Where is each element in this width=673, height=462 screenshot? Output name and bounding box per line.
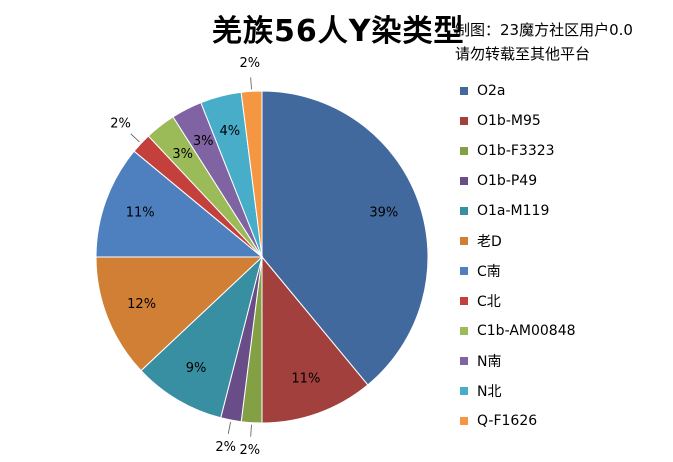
legend-item: C南 — [458, 256, 668, 286]
legend-swatch — [460, 357, 468, 365]
legend-label: 老D — [477, 234, 502, 250]
data-label: 3% — [172, 147, 193, 162]
legend-label: O1b-P49 — [477, 173, 538, 189]
data-label: 2% — [240, 56, 261, 71]
legend-item: O1b-P49 — [458, 166, 668, 196]
legend-item: N南 — [458, 346, 668, 376]
legend-swatch — [460, 147, 468, 155]
legend-label: O2a — [477, 83, 506, 99]
pie-slices — [95, 90, 429, 424]
credit-note: 制图：23魔方社区用户0.0 请勿转载至其他平台 — [455, 18, 633, 66]
data-label: 2% — [110, 117, 131, 132]
data-label: 2% — [240, 443, 261, 458]
data-label: 11% — [291, 371, 320, 386]
legend-swatch — [460, 87, 468, 95]
legend-item: O1b-F3323 — [458, 136, 668, 166]
pie-slice-q-f1626 — [240, 90, 263, 258]
legend-label: C南 — [477, 264, 501, 280]
legend-item: Q-F1626 — [458, 406, 668, 436]
legend-swatch — [460, 237, 468, 245]
legend-swatch — [460, 327, 468, 335]
legend-item: N北 — [458, 376, 668, 406]
leader-line — [250, 77, 252, 90]
leader-line — [227, 421, 231, 434]
legend-item: O2a — [458, 76, 668, 106]
credit-line-2: 请勿转载至其他平台 — [455, 45, 591, 63]
pie-slice-o2a — [261, 90, 429, 386]
legend-swatch — [460, 387, 468, 395]
legend-label: C北 — [477, 294, 501, 310]
leader-line — [130, 133, 140, 143]
legend-label: N南 — [477, 354, 502, 370]
data-label: 3% — [193, 134, 214, 149]
legend: O2a O1b-M95 O1b-F3323 O1b-P49 O1a-M119 老D C南 C北… — [458, 76, 668, 436]
pie-slice-d — [95, 256, 264, 372]
legend-label: O1a-M119 — [477, 203, 550, 219]
legend-label: C1b-AM00848 — [477, 323, 576, 339]
leader-line — [250, 424, 252, 437]
legend-item: O1b-M95 — [458, 106, 668, 136]
legend-label: N北 — [477, 384, 502, 400]
pie-slice-o1b-m95 — [261, 255, 369, 424]
data-label: 39% — [369, 206, 398, 221]
legend-swatch — [460, 207, 468, 215]
data-label: 11% — [126, 206, 155, 221]
legend-swatch — [460, 417, 468, 425]
data-label: 4% — [219, 124, 240, 139]
pie-slice-o1a-m119 — [140, 255, 263, 419]
legend-swatch — [460, 297, 468, 305]
legend-item: C1b-AM00848 — [458, 316, 668, 346]
legend-item: C北 — [458, 286, 668, 316]
legend-label: O1b-F3323 — [477, 143, 555, 159]
legend-swatch — [460, 117, 468, 125]
data-label: 2% — [215, 440, 236, 455]
data-labels: 39% 11% 2% 2% 9% 12% 11% 2% 3%3% 4% 2% — [110, 56, 398, 458]
legend-item: 老D — [458, 226, 668, 256]
data-label: 12% — [127, 297, 156, 312]
legend-swatch — [460, 177, 468, 185]
legend-item: O1a-M119 — [458, 196, 668, 226]
legend-swatch — [460, 267, 468, 275]
pie-slice-c — [95, 150, 264, 258]
data-label: 9% — [186, 361, 207, 376]
credit-line-1: 制图：23魔方社区用户0.0 — [455, 21, 633, 39]
legend-label: Q-F1626 — [477, 413, 538, 429]
chart-title: 羌族56人Y染类型 — [212, 14, 465, 49]
leader-lines — [130, 77, 252, 437]
legend-label: O1b-M95 — [477, 113, 541, 129]
